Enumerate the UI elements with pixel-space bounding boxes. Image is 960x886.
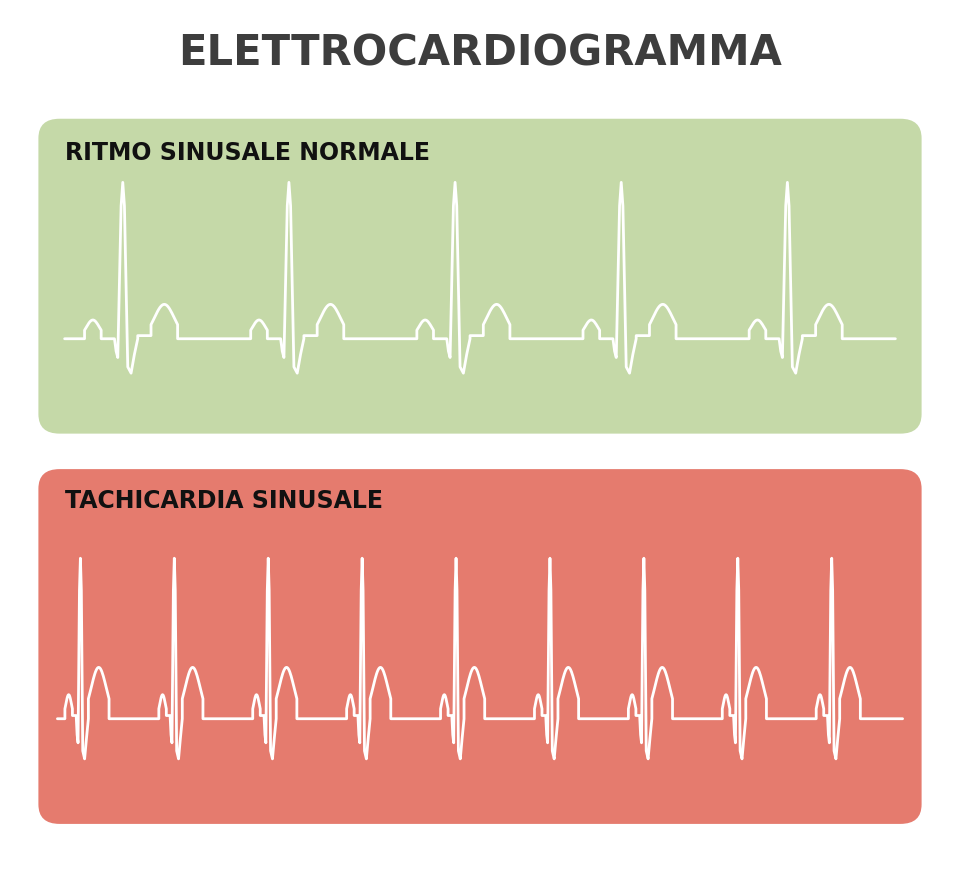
Text: ELETTROCARDIOGRAMMA: ELETTROCARDIOGRAMMA bbox=[178, 32, 782, 74]
Text: TACHICARDIA SINUSALE: TACHICARDIA SINUSALE bbox=[65, 488, 383, 512]
Text: RITMO SINUSALE NORMALE: RITMO SINUSALE NORMALE bbox=[65, 140, 430, 164]
